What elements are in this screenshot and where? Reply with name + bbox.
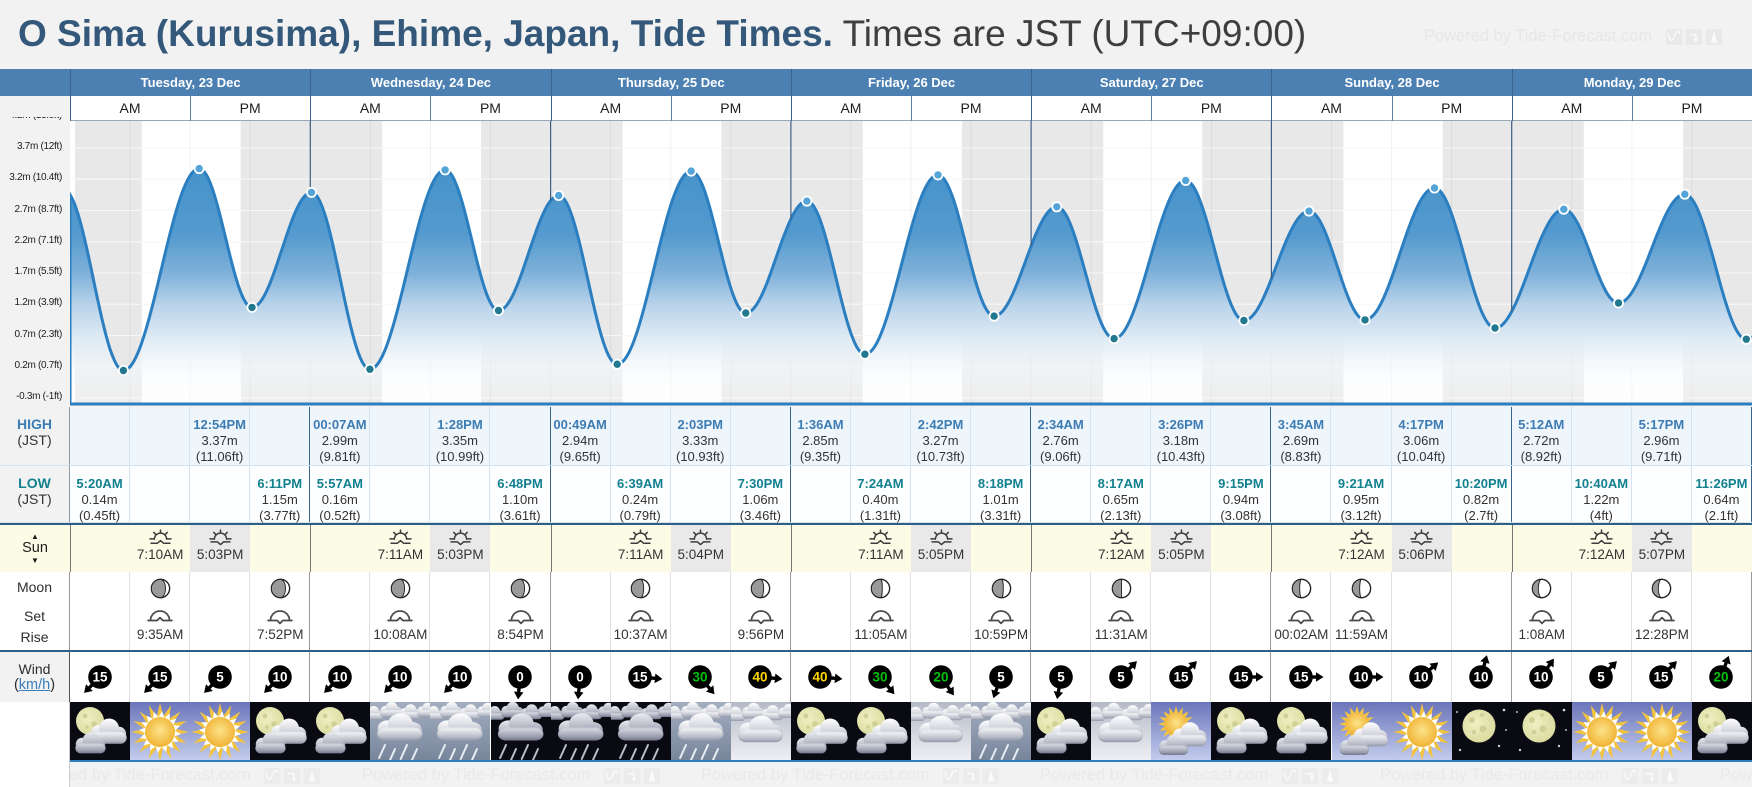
svg-text:5: 5: [997, 670, 1005, 685]
svg-text:0: 0: [576, 670, 584, 685]
svg-text:15: 15: [92, 670, 108, 685]
svg-text:15: 15: [1173, 670, 1189, 685]
svg-text:10: 10: [1534, 670, 1549, 685]
svg-text:5: 5: [216, 670, 224, 685]
svg-text:10: 10: [1474, 670, 1489, 685]
svg-text:20: 20: [1714, 670, 1729, 685]
svg-text:30: 30: [693, 670, 708, 685]
svg-text:10: 10: [1414, 670, 1429, 685]
svg-text:15: 15: [1654, 670, 1670, 685]
svg-text:10: 10: [272, 670, 287, 685]
svg-text:5: 5: [1598, 670, 1606, 685]
svg-text:40: 40: [813, 670, 828, 685]
svg-text:10: 10: [452, 670, 467, 685]
svg-text:15: 15: [1293, 670, 1309, 685]
svg-text:10: 10: [332, 670, 347, 685]
svg-text:15: 15: [633, 670, 649, 685]
svg-text:40: 40: [753, 670, 768, 685]
svg-text:30: 30: [873, 670, 888, 685]
svg-text:0: 0: [516, 670, 524, 685]
svg-text:5: 5: [1057, 670, 1065, 685]
svg-text:15: 15: [1233, 670, 1249, 685]
svg-text:20: 20: [933, 670, 948, 685]
svg-text:15: 15: [152, 670, 168, 685]
svg-text:10: 10: [392, 670, 407, 685]
svg-text:10: 10: [1354, 670, 1369, 685]
svg-text:5: 5: [1117, 670, 1125, 685]
